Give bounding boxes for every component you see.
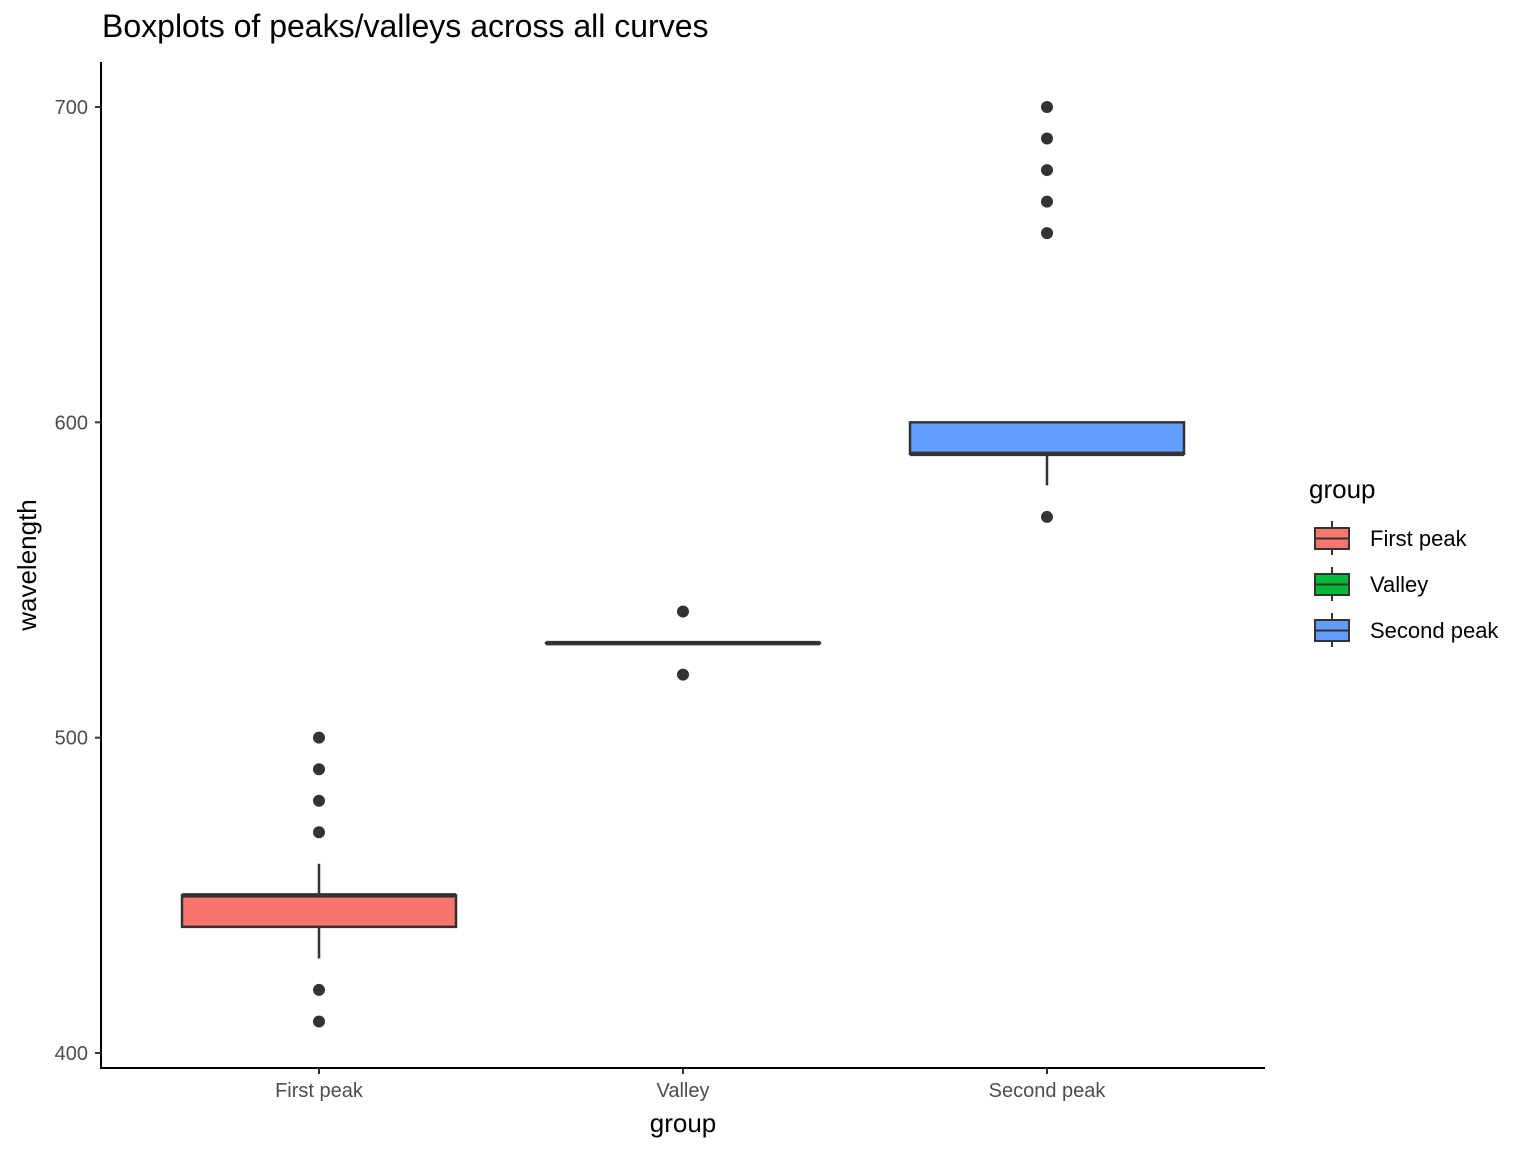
outlier-point — [1041, 510, 1053, 523]
box-body — [908, 421, 1186, 456]
outlier-point — [313, 983, 325, 996]
x-tick-label: Valley — [657, 1080, 710, 1102]
legend-key — [1314, 521, 1350, 555]
outlier-point — [1041, 101, 1053, 113]
outlier-point — [313, 826, 325, 839]
legend-key — [1314, 567, 1350, 601]
chart-title: Boxplots of peaks/valleys across all cur… — [102, 8, 709, 44]
outlier-point — [313, 731, 325, 744]
y-tick-label: 700 — [55, 97, 88, 119]
outlier-point — [313, 1015, 325, 1028]
legend: group First peak Valley Second peak — [1309, 474, 1499, 647]
y-axis-title: wavelength — [12, 499, 42, 632]
outlier-point — [1041, 132, 1053, 145]
x-ticks: First peak Valley Second peak — [275, 1068, 1106, 1102]
y-tick-label: 500 — [55, 728, 88, 750]
outlier-point — [313, 794, 325, 807]
legend-label: First peak — [1370, 526, 1468, 551]
outlier-point — [677, 605, 689, 618]
legend-label: Valley — [1370, 572, 1428, 597]
legend-title: group — [1309, 474, 1376, 504]
box-body — [180, 894, 458, 929]
legend-label: Second peak — [1370, 618, 1499, 643]
outlier-point — [1041, 195, 1053, 208]
box-group — [180, 731, 458, 1028]
legend-key — [1314, 613, 1350, 647]
box-group — [908, 101, 1186, 523]
outlier-point — [1041, 164, 1053, 177]
x-axis-title: group — [650, 1108, 717, 1138]
y-tick-label: 400 — [55, 1043, 88, 1065]
outlier-point — [313, 763, 325, 776]
x-tick-label: First peak — [275, 1080, 364, 1102]
y-ticks: 400 500 600 700 — [55, 97, 101, 1065]
x-tick-label: Second peak — [989, 1080, 1107, 1102]
box-group — [544, 605, 822, 681]
outlier-point — [677, 668, 689, 681]
outlier-point — [1041, 227, 1053, 240]
y-tick-label: 600 — [55, 412, 88, 434]
boxes — [180, 101, 1186, 1028]
